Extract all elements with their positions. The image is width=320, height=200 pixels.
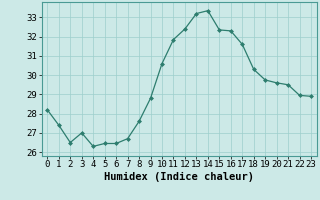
X-axis label: Humidex (Indice chaleur): Humidex (Indice chaleur) — [104, 172, 254, 182]
